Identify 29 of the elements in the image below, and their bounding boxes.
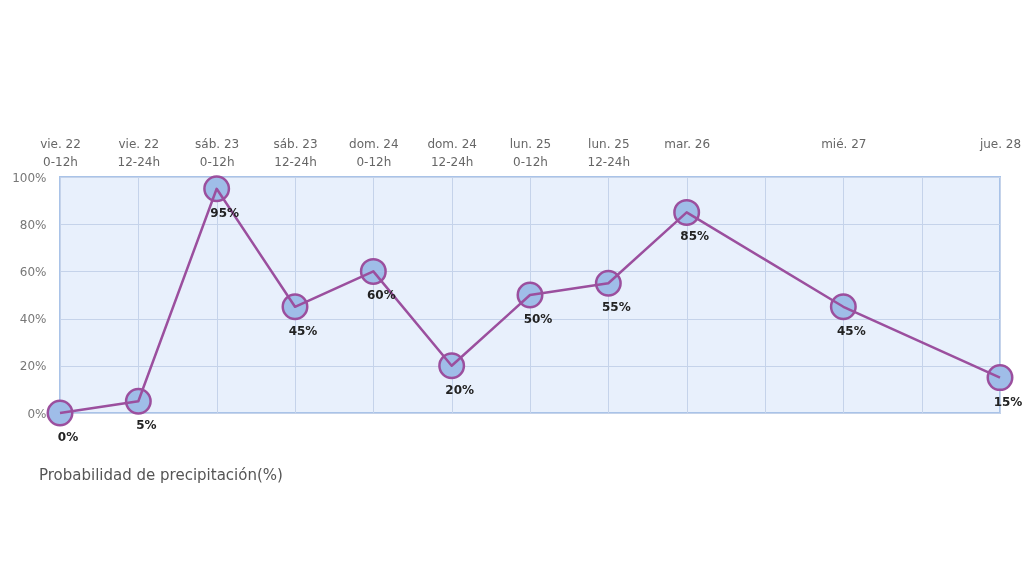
x-tick-label: vie. 22 12-24h: [117, 136, 161, 169]
y-tick-label: 20%: [19, 359, 47, 374]
x-tick-label: dom. 24 0-12h: [349, 136, 399, 169]
data-label: 85%: [680, 229, 710, 244]
x-tick-label: mié. 27: [821, 136, 867, 151]
y-tick-label: 40%: [19, 312, 47, 327]
data-label: 20%: [445, 382, 475, 397]
data-label: 15%: [993, 394, 1023, 409]
y-tick-label: 60%: [19, 264, 47, 279]
data-label: 5%: [136, 418, 157, 433]
point: [986, 364, 1014, 392]
point: [46, 399, 74, 427]
x-tick-label: lun. 25 12-24h: [587, 136, 631, 169]
y-tick-label: 100%: [12, 170, 47, 185]
x-tick-label: dom. 24 12-24h: [427, 136, 477, 169]
data-label: 50%: [523, 312, 553, 326]
data-label: 55%: [601, 300, 631, 315]
data-label: 45%: [836, 323, 866, 338]
y-tick-label: 80%: [19, 217, 47, 232]
x-tick-label: sáb. 23 0-12h: [195, 136, 240, 169]
data-label: 45%: [288, 323, 318, 338]
y-tick-label: 0%: [27, 406, 47, 421]
data-label: 0%: [57, 430, 79, 444]
x-tick-label: jue. 28: [978, 136, 1022, 151]
text: Probabilidad de precipitación(%): [39, 465, 283, 484]
x-tick-label: mar. 26: [664, 136, 711, 151]
x-tick-label: sáb. 23 12-24h: [273, 136, 318, 169]
x-tick-label: vie. 22 0-12h: [40, 136, 81, 169]
x-tick-label: lun. 25 0-12h: [509, 136, 552, 169]
